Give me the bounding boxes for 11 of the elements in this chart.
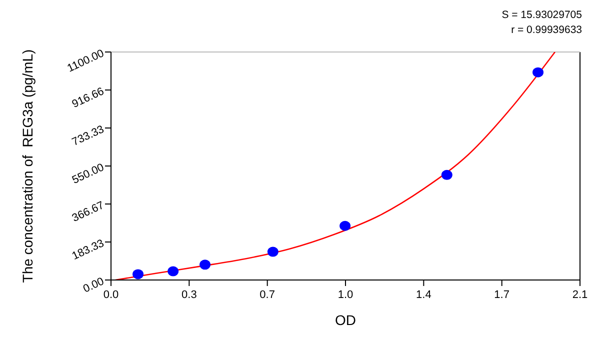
x-tick-label: 1.0 (338, 288, 354, 301)
x-tick-label: 0.7 (260, 288, 275, 301)
x-axis-title: OD (334, 312, 357, 328)
x-tick-label: 0.0 (103, 288, 119, 301)
x-tick-label: 2.1 (572, 288, 588, 301)
text: r = 0.99939633 (510, 23, 582, 38)
y-axis-title: The concentration of REG3a (pg/mL) (20, 49, 36, 283)
x-tick-label: 1.7 (494, 288, 510, 301)
x-tick-label: 1.4 (416, 288, 432, 301)
text: S = 15.93029705 (502, 8, 582, 23)
x-tick-label: 0.3 (182, 288, 197, 301)
